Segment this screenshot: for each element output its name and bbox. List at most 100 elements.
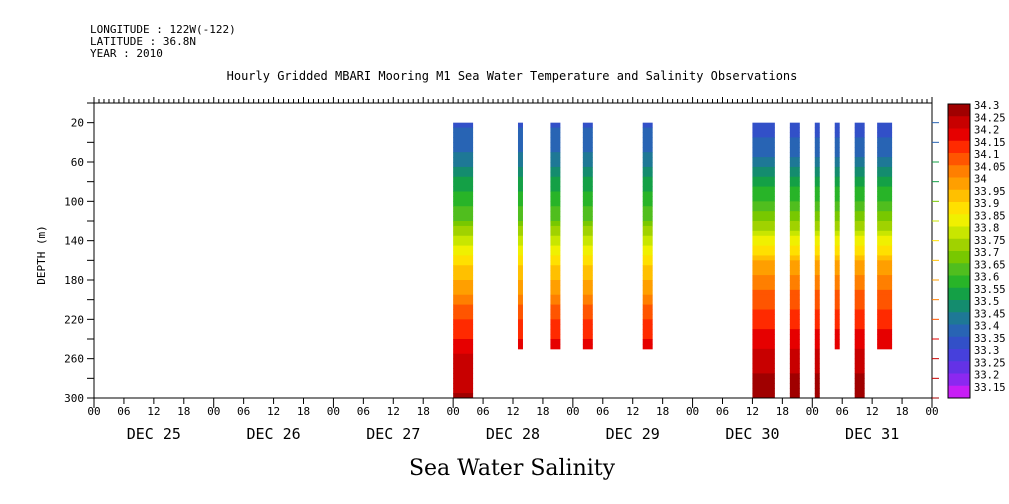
salinity-cell bbox=[642, 280, 653, 286]
salinity-cell bbox=[752, 275, 775, 281]
salinity-cell bbox=[752, 147, 775, 153]
salinity-cell bbox=[550, 260, 561, 266]
salinity-cell bbox=[854, 225, 865, 232]
salinity-cell bbox=[789, 378, 800, 384]
day-label: DEC 28 bbox=[486, 425, 540, 443]
salinity-cell bbox=[642, 162, 653, 168]
salinity-cell bbox=[854, 166, 865, 173]
salinity-cell bbox=[582, 319, 593, 325]
salinity-cell bbox=[642, 157, 653, 163]
colorbar-label: 34.05 bbox=[974, 161, 1006, 173]
salinity-cell bbox=[789, 127, 800, 133]
salinity-cell bbox=[814, 147, 820, 153]
salinity-cell bbox=[789, 329, 800, 335]
salinity-cell bbox=[854, 368, 865, 374]
salinity-cell bbox=[834, 284, 840, 291]
x-tick-label: 12 bbox=[866, 405, 879, 418]
salinity-cell bbox=[582, 162, 593, 168]
salinity-cell bbox=[877, 334, 893, 340]
salinity-cell bbox=[834, 225, 840, 232]
salinity-cell bbox=[854, 289, 865, 296]
salinity-band bbox=[550, 122, 561, 350]
salinity-cell bbox=[834, 304, 840, 310]
salinity-cell bbox=[517, 250, 523, 256]
salinity-cell bbox=[834, 127, 840, 133]
salinity-band bbox=[517, 122, 523, 350]
salinity-cell bbox=[834, 137, 840, 143]
salinity-cell bbox=[854, 383, 865, 389]
salinity-cell bbox=[752, 270, 775, 276]
colorbar-cell bbox=[948, 263, 970, 276]
salinity-cell bbox=[582, 334, 593, 340]
salinity-cell bbox=[789, 221, 800, 227]
salinity-cell bbox=[550, 186, 561, 192]
salinity-cell bbox=[877, 280, 893, 286]
salinity-cell bbox=[814, 216, 820, 222]
salinity-cell bbox=[752, 221, 775, 227]
salinity-cell bbox=[789, 186, 800, 192]
salinity-cell bbox=[789, 230, 800, 237]
y-axis-label: DEPTH (m) bbox=[35, 225, 48, 285]
salinity-cell bbox=[854, 137, 865, 143]
salinity-cell bbox=[789, 334, 800, 340]
salinity-cell bbox=[550, 309, 561, 315]
salinity-cell bbox=[814, 245, 820, 251]
colorbar-label: 33.25 bbox=[974, 357, 1006, 369]
salinity-cell bbox=[642, 181, 653, 188]
colorbar-cell bbox=[948, 251, 970, 264]
colorbar-label: 33.7 bbox=[974, 247, 999, 259]
salinity-cell bbox=[550, 334, 561, 340]
salinity-cell bbox=[814, 152, 820, 158]
y-tick-label: 300 bbox=[64, 392, 84, 405]
salinity-cell bbox=[550, 265, 561, 271]
salinity-cell bbox=[834, 186, 840, 192]
salinity-cell bbox=[814, 250, 820, 256]
x-tick-label: 06 bbox=[596, 405, 609, 418]
salinity-cell bbox=[877, 211, 893, 217]
salinity-cell bbox=[789, 265, 800, 271]
salinity-cell bbox=[877, 270, 893, 276]
salinity-cell bbox=[550, 250, 561, 256]
salinity-cell bbox=[642, 147, 653, 153]
salinity-cell bbox=[854, 176, 865, 183]
salinity-cell bbox=[752, 255, 775, 261]
salinity-cell bbox=[582, 132, 593, 138]
salinity-cell bbox=[517, 186, 523, 192]
salinity-cell bbox=[789, 255, 800, 261]
salinity-cell bbox=[517, 260, 523, 266]
salinity-cell bbox=[517, 166, 523, 173]
colorbar-cell bbox=[948, 116, 970, 129]
colorbar-cell bbox=[948, 189, 970, 203]
salinity-cell bbox=[814, 201, 820, 207]
salinity-cell bbox=[814, 225, 820, 232]
salinity-cell bbox=[789, 373, 800, 379]
salinity-cell bbox=[582, 294, 593, 301]
salinity-cell bbox=[582, 225, 593, 232]
salinity-cell bbox=[642, 343, 653, 350]
day-label: DEC 25 bbox=[127, 425, 181, 443]
salinity-band bbox=[834, 122, 840, 350]
day-label: DEC 30 bbox=[725, 425, 779, 443]
salinity-cell bbox=[550, 275, 561, 281]
salinity-cell bbox=[854, 319, 865, 325]
salinity-cell bbox=[814, 211, 820, 217]
y-tick-label: 220 bbox=[64, 313, 84, 326]
salinity-cell bbox=[814, 132, 820, 138]
salinity-cell bbox=[550, 216, 561, 222]
salinity-cell bbox=[582, 191, 593, 197]
salinity-cell bbox=[854, 186, 865, 192]
salinity-cell bbox=[582, 245, 593, 251]
salinity-cell bbox=[854, 147, 865, 153]
salinity-cell bbox=[582, 329, 593, 335]
salinity-cell bbox=[582, 260, 593, 266]
salinity-cell bbox=[877, 309, 893, 315]
salinity-cell bbox=[789, 157, 800, 163]
y-tick-label: 60 bbox=[71, 156, 84, 169]
salinity-cell bbox=[752, 368, 775, 374]
salinity-cell bbox=[453, 388, 474, 394]
salinity-cell bbox=[752, 388, 775, 394]
salinity-cell bbox=[814, 289, 820, 296]
salinity-cell bbox=[453, 289, 474, 296]
salinity-cell bbox=[550, 196, 561, 202]
salinity-cell bbox=[550, 280, 561, 286]
